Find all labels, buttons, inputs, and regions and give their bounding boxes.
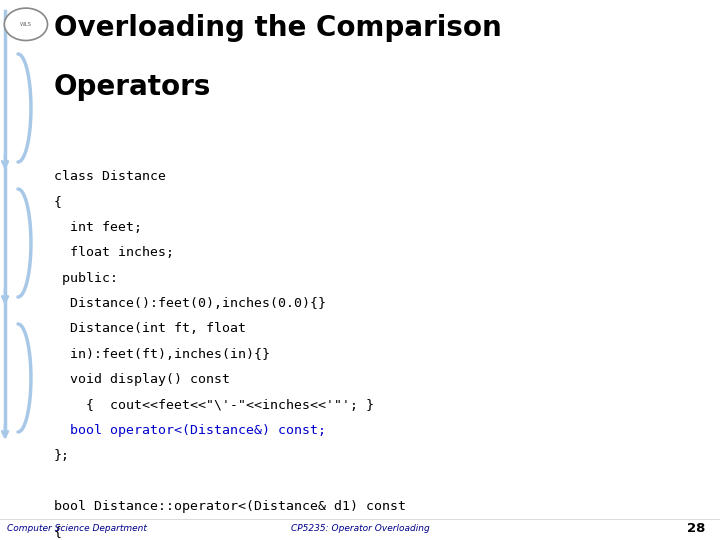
Text: Operators: Operators bbox=[54, 73, 212, 101]
Circle shape bbox=[4, 8, 48, 40]
Text: Overloading the Comparison: Overloading the Comparison bbox=[54, 14, 502, 42]
Text: Distance():feet(0),inches(0.0){}: Distance():feet(0),inches(0.0){} bbox=[54, 297, 326, 310]
Text: float inches;: float inches; bbox=[54, 246, 174, 259]
Text: bool Distance::operator<(Distance& d1) const: bool Distance::operator<(Distance& d1) c… bbox=[54, 500, 406, 513]
Text: 28: 28 bbox=[687, 522, 706, 535]
Text: Computer Science Department: Computer Science Department bbox=[7, 524, 147, 532]
Text: {  cout<<feet<<"\'-"<<inches<<'"'; }: { cout<<feet<<"\'-"<<inches<<'"'; } bbox=[54, 399, 374, 411]
Text: {: { bbox=[54, 195, 62, 208]
Text: WLS: WLS bbox=[20, 22, 32, 27]
Text: in):feet(ft),inches(in){}: in):feet(ft),inches(in){} bbox=[54, 348, 270, 361]
Text: int feet;: int feet; bbox=[54, 221, 142, 234]
Text: {: { bbox=[54, 525, 62, 538]
Text: void display() const: void display() const bbox=[54, 373, 230, 386]
Text: };: }; bbox=[54, 449, 70, 462]
Text: class Distance: class Distance bbox=[54, 170, 166, 183]
Text: public:: public: bbox=[54, 272, 118, 285]
Text: Distance(int ft, float: Distance(int ft, float bbox=[54, 322, 246, 335]
Text: bool operator<(Distance&) const;: bool operator<(Distance&) const; bbox=[54, 424, 326, 437]
Text: CP5235: Operator Overloading: CP5235: Operator Overloading bbox=[291, 524, 429, 532]
